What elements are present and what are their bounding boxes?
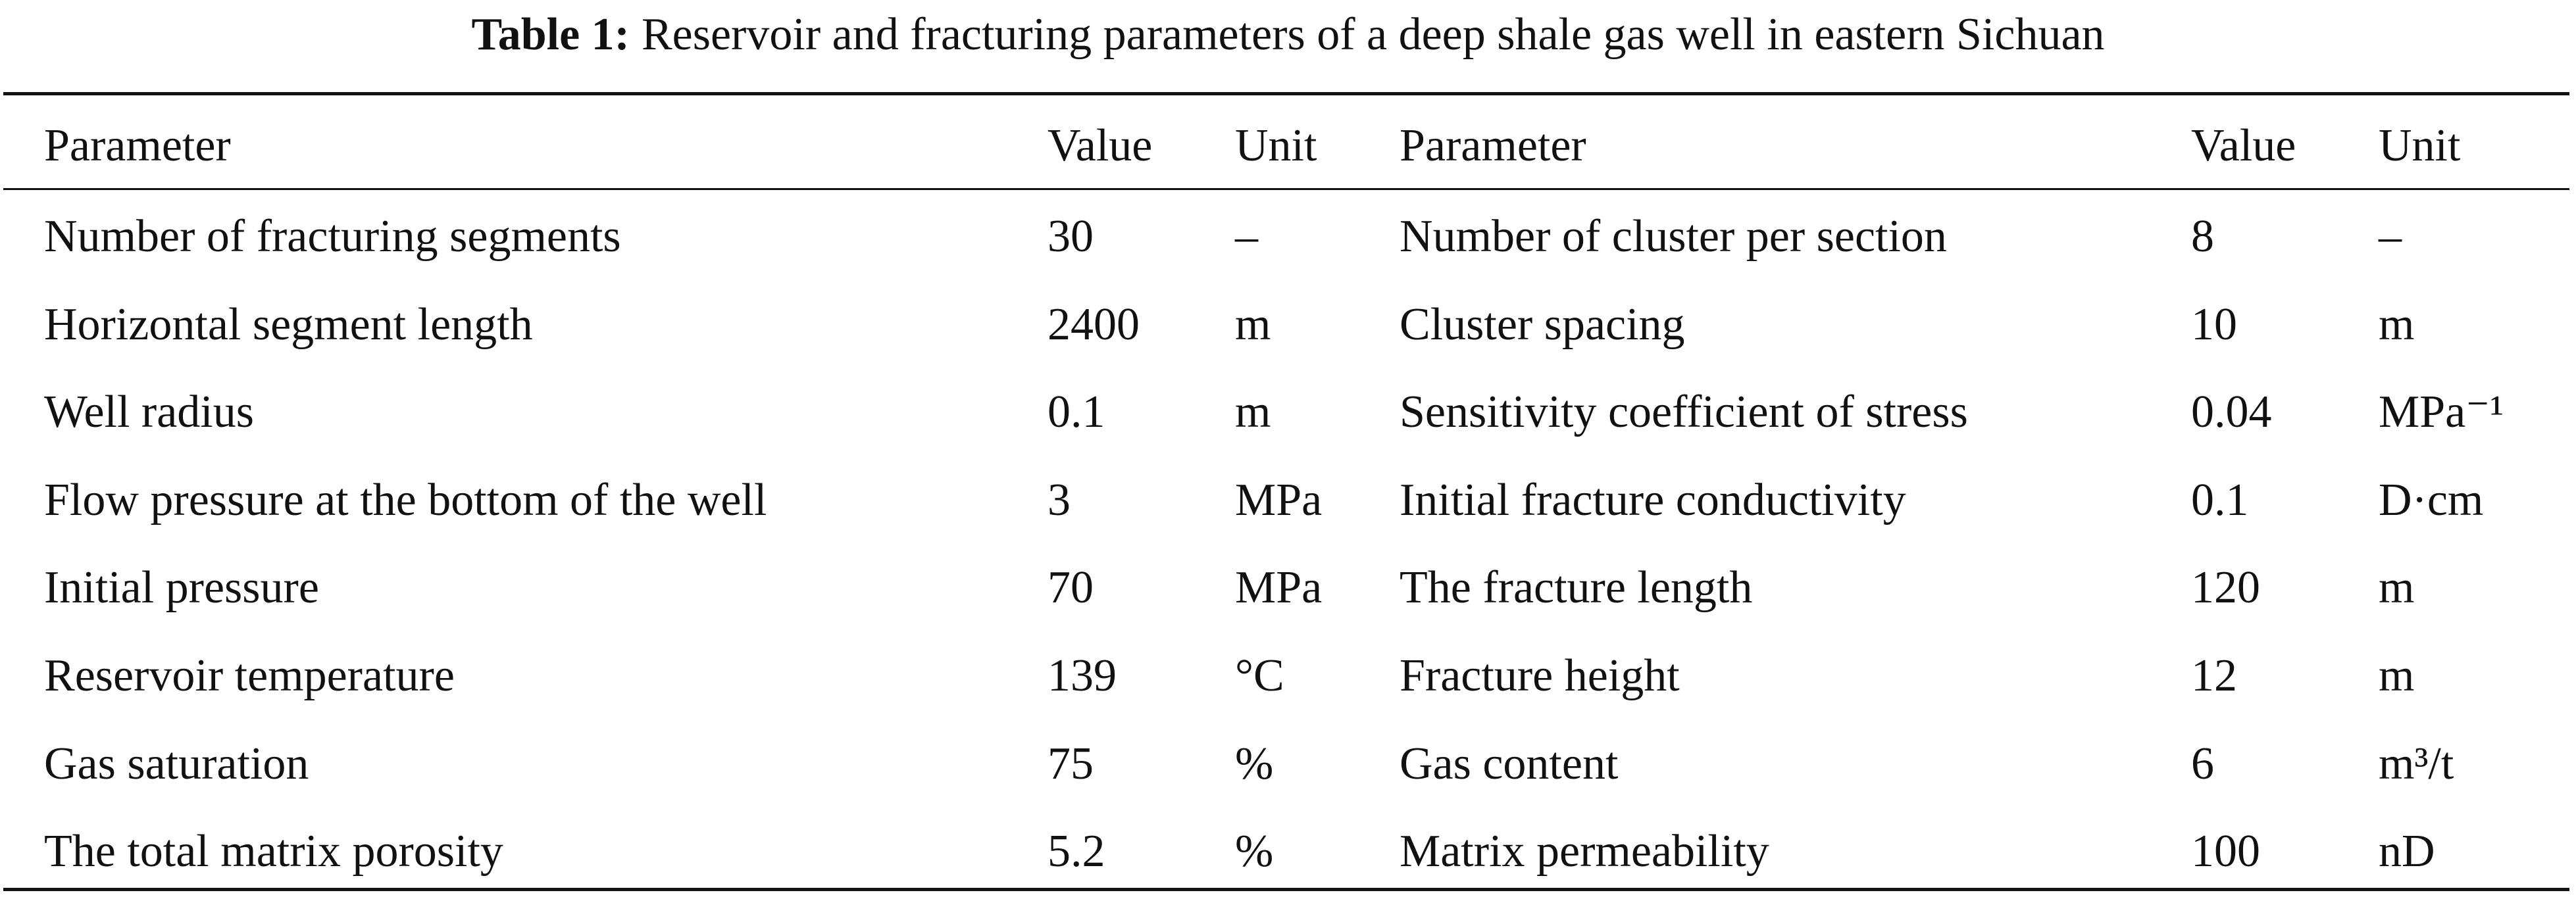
unit-cell: MPa⁻¹ [2379, 387, 2504, 438]
parameter-cell: The fracture length [1400, 562, 1753, 614]
unit-cell: °C [1235, 650, 1284, 701]
caption-text: Reservoir and fracturing parameters of a… [641, 9, 2105, 60]
parameter-cell: Initial pressure [44, 562, 319, 614]
parameter-cell: Gas saturation [44, 738, 309, 789]
unit-cell: m [2379, 650, 2415, 701]
header-rule [3, 188, 2569, 190]
table-caption: Table 1: Reservoir and fracturing paramet… [0, 5, 2576, 64]
parameter-cell: Horizontal segment length [44, 299, 533, 350]
value-cell: 0.1 [2191, 474, 2249, 525]
header-cell: Parameter [44, 120, 231, 171]
value-cell: 100 [2191, 826, 2260, 877]
parameter-cell: Fracture height [1400, 650, 1680, 701]
unit-cell: m³/t [2379, 738, 2454, 789]
header-cell: Unit [1235, 120, 1317, 171]
unit-cell: MPa [1235, 562, 1323, 614]
parameter-cell: Sensitivity coefficient of stress [1400, 387, 1968, 438]
parameter-cell: Matrix permeability [1400, 826, 1769, 877]
unit-cell: D·cm [2379, 474, 2484, 525]
parameter-cell: The total matrix porosity [44, 826, 503, 877]
value-cell: 120 [2191, 562, 2260, 614]
value-cell: 3 [1048, 474, 1071, 525]
header-cell: Value [1048, 120, 1153, 171]
parameter-cell: Well radius [44, 387, 254, 438]
unit-cell: m [2379, 299, 2415, 350]
value-cell: 0.04 [2191, 387, 2272, 438]
unit-cell: m [1235, 299, 1271, 350]
unit-cell: % [1235, 738, 1274, 789]
unit-cell: m [1235, 387, 1271, 438]
top-rule [3, 92, 2569, 95]
parameter-cell: Initial fracture conductivity [1400, 474, 1906, 525]
value-cell: 75 [1048, 738, 1094, 789]
unit-cell: % [1235, 826, 1274, 877]
value-cell: 2400 [1048, 299, 1140, 350]
value-cell: 12 [2191, 650, 2237, 701]
value-cell: 6 [2191, 738, 2214, 789]
header-cell: Unit [2379, 120, 2461, 171]
parameter-cell: Number of cluster per section [1400, 211, 1947, 262]
header-cell: Value [2191, 120, 2296, 171]
value-cell: 8 [2191, 211, 2214, 262]
unit-cell: m [2379, 562, 2415, 614]
unit-cell: – [1235, 211, 1258, 262]
parameter-cell: Number of fracturing segments [44, 211, 621, 262]
unit-cell: – [2379, 211, 2402, 262]
parameter-cell: Gas content [1400, 738, 1619, 789]
parameter-cell: Flow pressure at the bottom of the well [44, 474, 767, 525]
parameter-cell: Cluster spacing [1400, 299, 1685, 350]
unit-cell: nD [2379, 826, 2435, 877]
parameter-cell: Reservoir temperature [44, 650, 455, 701]
caption-label: Table 1: [471, 9, 630, 60]
value-cell: 70 [1048, 562, 1094, 614]
header-cell: Parameter [1400, 120, 1586, 171]
bottom-rule [3, 888, 2569, 891]
value-cell: 10 [2191, 299, 2237, 350]
value-cell: 30 [1048, 211, 1094, 262]
value-cell: 0.1 [1048, 387, 1105, 438]
unit-cell: MPa [1235, 474, 1323, 525]
value-cell: 5.2 [1048, 826, 1105, 877]
value-cell: 139 [1048, 650, 1117, 701]
